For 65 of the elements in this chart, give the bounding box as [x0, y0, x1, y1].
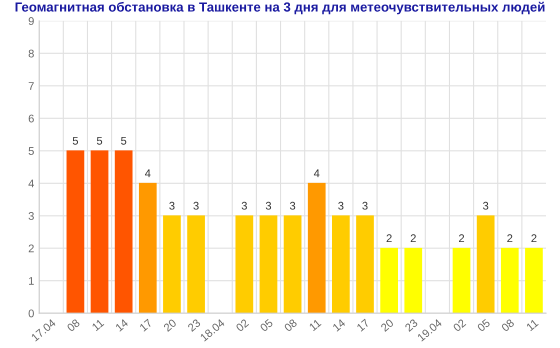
x-tick-label: 23 [187, 318, 201, 332]
data-label: 2 [410, 234, 416, 242]
y-tick-label: 2 [28, 244, 34, 252]
data-label: 5 [96, 136, 102, 145]
x-tick-label: 05 [476, 318, 491, 332]
data-label: 3 [362, 202, 368, 210]
bar [380, 248, 398, 314]
x-tick-label: 02 [452, 318, 466, 332]
x-tick-label: 11 [308, 318, 322, 332]
x-tick-label: 14 [332, 318, 346, 332]
y-tick-label: 8 [28, 50, 34, 58]
y-tick-label: 0 [28, 309, 34, 318]
x-tick-label: 20 [380, 318, 394, 332]
data-label: 4 [144, 169, 151, 178]
y-tick-label: 3 [28, 212, 34, 220]
x-tick-label: 23 [404, 318, 418, 332]
data-label: 5 [72, 136, 78, 145]
bar [476, 215, 495, 314]
bar [66, 150, 84, 314]
y-tick-label: 1 [29, 277, 34, 285]
x-tick-label: 14 [115, 318, 129, 332]
bar [308, 182, 326, 314]
x-tick-label: 17 [356, 318, 370, 332]
x-tick-label: 08 [66, 318, 80, 332]
bar [332, 215, 350, 314]
bar [356, 215, 374, 314]
x-tick-label: 11 [526, 318, 539, 332]
x-tick-label: 02 [235, 318, 250, 332]
x-tick-label: 08 [500, 318, 515, 332]
data-label: 3 [169, 202, 175, 210]
data-label: 3 [290, 202, 296, 210]
x-tick-label: 11 [92, 318, 104, 332]
y-tick-label: 4 [28, 180, 34, 188]
x-tick-label: 20 [163, 318, 177, 332]
bar [90, 150, 108, 314]
y-tick-label: 7 [28, 82, 34, 90]
bar [187, 215, 205, 314]
data-label: 3 [338, 202, 344, 210]
bar [260, 215, 278, 314]
data-label: 3 [266, 202, 272, 210]
data-label: 5 [121, 136, 126, 145]
bar [235, 215, 254, 314]
bar [284, 215, 302, 314]
data-label: 3 [483, 202, 488, 210]
bar [404, 248, 422, 314]
data-label: 2 [459, 234, 464, 242]
data-label: 2 [507, 234, 512, 242]
bar [525, 248, 543, 314]
bar [452, 248, 470, 314]
data-label: 4 [314, 169, 320, 178]
bar [138, 182, 157, 314]
x-tick-label: 17 [139, 318, 153, 332]
data-label: 3 [242, 202, 247, 210]
y-tick-label: 5 [28, 147, 34, 155]
y-tick-label: 6 [28, 114, 34, 122]
data-label: 3 [193, 202, 199, 210]
bar [114, 150, 133, 314]
x-tick-label: 08 [284, 318, 298, 332]
bar [500, 248, 519, 314]
data-label: 2 [386, 234, 392, 242]
chart-title: Геомагнитная обстановка в Ташкенте на 3 дня для метеочувствительных людей [16, 2, 544, 14]
y-tick-label: 9 [28, 17, 34, 26]
data-label: 2 [531, 234, 536, 242]
bar [163, 215, 181, 314]
x-tick-label: 05 [260, 318, 274, 332]
